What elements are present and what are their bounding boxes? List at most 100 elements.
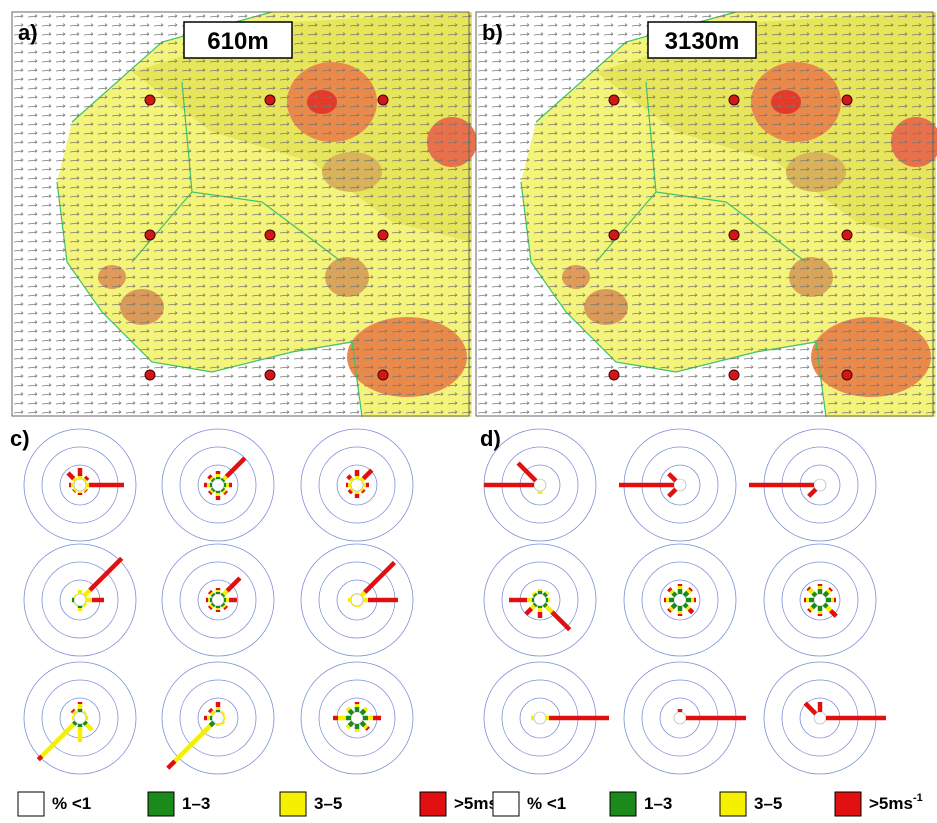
petal-segment <box>210 477 216 483</box>
map-border <box>475 11 934 417</box>
station-dot <box>728 94 740 106</box>
petal-segment <box>82 588 92 598</box>
petal-segment <box>72 489 76 493</box>
petal-segment <box>222 489 227 494</box>
petal-segment <box>685 605 691 611</box>
petal-segment <box>667 587 673 593</box>
wind-rose <box>300 661 414 775</box>
petal-segment <box>222 589 229 596</box>
rose-ring <box>179 561 257 639</box>
petal-segment <box>828 587 833 592</box>
petal-segment <box>365 726 370 731</box>
calm-circle <box>211 593 225 607</box>
petal-segment <box>209 489 214 494</box>
station-dot <box>728 229 740 241</box>
petal-segment <box>669 589 675 595</box>
petal-segment <box>223 490 229 496</box>
petal-segment <box>531 591 536 596</box>
calm-circle <box>673 478 687 492</box>
wind-rose <box>483 543 597 657</box>
legend-text: 3–5 <box>754 794 782 813</box>
calm-circle <box>813 711 827 725</box>
legend-label: % <1 <box>527 794 566 813</box>
petal-segment <box>544 590 550 596</box>
petal-segment <box>529 604 536 611</box>
station-dot <box>264 94 276 106</box>
wind-rose <box>300 428 414 542</box>
station-dot <box>608 94 620 106</box>
rose-ring <box>23 661 137 775</box>
legend-swatch <box>17 791 45 817</box>
legend-swatch <box>147 791 175 817</box>
rose-ring <box>197 697 239 739</box>
calm-circle <box>350 593 364 607</box>
petal-segment <box>72 477 78 483</box>
legend-swatch <box>834 791 862 817</box>
station-dot <box>264 229 276 241</box>
petal-segment <box>224 456 247 479</box>
calm-circle <box>73 593 87 607</box>
height-box <box>183 21 293 59</box>
petal-segment <box>550 610 572 632</box>
wind-rose <box>161 428 275 542</box>
petal-segment <box>808 606 814 612</box>
map-panel: b) 3130m <box>475 11 937 418</box>
wind-rose <box>161 543 275 657</box>
petal-segment <box>220 477 226 483</box>
height-box <box>647 21 757 59</box>
legend-label: 3–5 <box>754 794 782 813</box>
wind-rose <box>300 543 414 657</box>
petal-segment <box>72 487 78 493</box>
petal-segment <box>345 706 351 712</box>
wind-rose <box>161 661 275 775</box>
height-label: 3130m <box>665 28 740 55</box>
petal-segment <box>82 602 88 608</box>
petal-segment <box>347 708 355 716</box>
petal-segment <box>220 710 226 716</box>
station-dot <box>841 369 853 381</box>
petal-segment <box>524 606 534 616</box>
petal-segment <box>667 608 672 613</box>
wind-rose <box>763 543 877 657</box>
petal-segment <box>82 710 88 716</box>
calm-circle <box>533 593 547 607</box>
petal-segment <box>668 606 674 612</box>
map-panel: a) 610m <box>11 11 478 418</box>
petal-segment <box>72 710 78 716</box>
height-label: 610m <box>207 28 268 55</box>
petal-segment <box>66 471 76 481</box>
rose-ring <box>623 543 737 657</box>
petal-segment <box>810 602 818 610</box>
rose-ring <box>318 446 396 524</box>
rose-ring <box>659 579 701 621</box>
petal-segment <box>36 754 44 762</box>
petal-segment <box>347 720 355 728</box>
station-dot <box>377 94 389 106</box>
map <box>475 11 937 418</box>
wind-rose <box>23 661 137 775</box>
petal-segment <box>361 489 366 494</box>
legend-swatch <box>719 791 747 817</box>
calm-circle <box>813 593 827 607</box>
petal-segment <box>359 477 365 483</box>
petal-segment <box>542 602 548 608</box>
wind-rose <box>23 428 137 542</box>
petal-segment <box>207 605 213 611</box>
petal-segment <box>207 490 213 496</box>
petal-segment <box>207 474 213 480</box>
petal-segment <box>208 720 216 728</box>
petal-segment <box>686 588 692 594</box>
petal-segment <box>84 489 88 493</box>
rose-ring <box>161 543 275 657</box>
petal-segment <box>363 706 369 712</box>
rose-ring <box>799 579 841 621</box>
petal-segment <box>822 602 829 609</box>
calm-circle <box>673 593 687 607</box>
petal-segment <box>40 722 76 758</box>
rose-ring <box>197 464 239 506</box>
petal-segment <box>667 487 678 498</box>
station-dot <box>144 229 156 241</box>
legend-text: >5ms <box>869 794 913 813</box>
petal-segment <box>220 487 226 493</box>
petal-segment <box>70 708 76 714</box>
